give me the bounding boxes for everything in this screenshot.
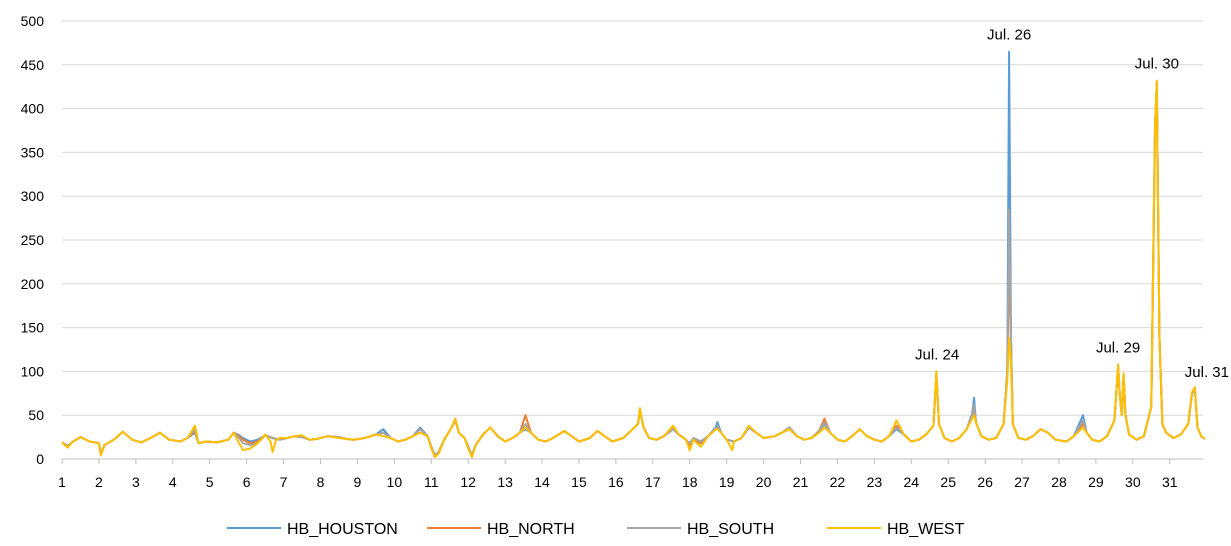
y-tick-label: 350	[21, 144, 45, 160]
annotation-label: Jul. 26	[987, 27, 1031, 44]
annotation-label: Jul. 24	[915, 346, 959, 363]
x-tick-label: 16	[608, 474, 624, 490]
legend-label: HB_HOUSTON	[287, 521, 398, 538]
x-tick-label: 4	[169, 474, 177, 490]
x-axis: 1 2 3 4 5 6 7 8 9 10 11 12 13 14 15 16 17 18 19 20 21 22 23 24 2…	[58, 458, 1203, 490]
x-tick-label: 3	[132, 474, 140, 490]
x-tick-label: 21	[793, 474, 809, 490]
x-tick-label: 1	[58, 474, 66, 490]
y-tick-label: 50	[28, 407, 44, 423]
x-tick-label: 6	[243, 474, 251, 490]
legend-label: HB_NORTH	[487, 521, 575, 538]
y-tick-label: 300	[21, 188, 45, 204]
x-tick-label: 11	[424, 474, 439, 490]
series-lines	[61, 50, 1206, 459]
y-tick-label: 200	[21, 276, 45, 292]
x-tick-label: 9	[354, 474, 362, 490]
x-tick-label: 10	[387, 474, 403, 490]
x-tick-label: 23	[867, 474, 883, 490]
series-line-hb-houston	[61, 50, 1206, 457]
legend-label: HB_WEST	[887, 521, 965, 538]
annotation-label: Jul. 30	[1135, 56, 1179, 73]
x-tick-label: 30	[1125, 474, 1141, 490]
x-tick-label: 12	[460, 474, 476, 490]
x-tick-label: 15	[571, 474, 587, 490]
x-tick-label: 14	[534, 474, 550, 490]
x-tick-label: 17	[645, 474, 661, 490]
series-line-hb-north	[61, 81, 1206, 457]
x-tick-label: 8	[317, 474, 325, 490]
annotation-label: Jul. 31	[1185, 364, 1229, 381]
y-tick-label: 500	[21, 13, 45, 29]
x-tick-label: 13	[497, 474, 513, 490]
x-tick-label: 19	[719, 474, 735, 490]
x-tick-label: 7	[280, 474, 288, 490]
x-tick-label: 28	[1051, 474, 1067, 490]
x-tick-label: 27	[1014, 474, 1030, 490]
gridlines	[62, 20, 1203, 416]
y-tick-label: 400	[21, 101, 45, 117]
series-line-hb-south	[61, 81, 1206, 457]
x-tick-label: 5	[206, 474, 214, 490]
y-tick-label: 0	[36, 451, 44, 467]
x-tick-label: 25	[940, 474, 956, 490]
x-tick-label: 22	[830, 474, 846, 490]
legend: HB_HOUSTON HB_NORTH HB_SOUTH HB_WEST	[227, 521, 965, 538]
x-tick-label: 20	[756, 474, 772, 490]
y-tick-label: 150	[21, 320, 45, 336]
y-tick-label: 100	[21, 363, 45, 379]
y-axis-ticks: 0 50 100 150 200 250 300 350 400 450 500	[21, 13, 45, 467]
legend-label: HB_SOUTH	[687, 521, 774, 538]
annotation-label: Jul. 29	[1096, 339, 1140, 356]
x-tick-label: 18	[682, 474, 698, 490]
annotations: Jul. 24 Jul. 26 Jul. 29 Jul. 30 Jul. 31	[915, 27, 1229, 381]
y-tick-label: 250	[21, 232, 45, 248]
x-tick-label: 26	[977, 474, 993, 490]
x-tick-label: 24	[903, 474, 919, 490]
y-tick-label: 450	[21, 57, 45, 73]
x-tick-label: 31	[1162, 474, 1178, 490]
x-tick-label: 2	[95, 474, 103, 490]
x-tick-label: 29	[1088, 474, 1104, 490]
series-line-hb-west	[61, 79, 1206, 459]
